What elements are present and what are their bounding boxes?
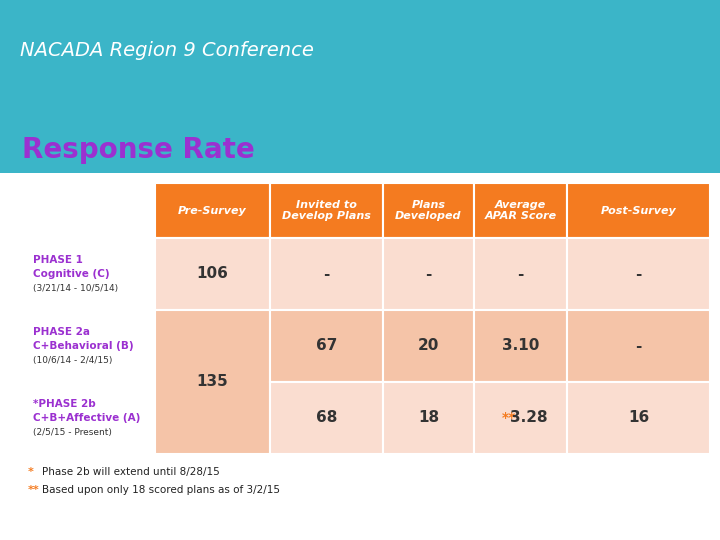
Text: 67: 67 — [316, 339, 337, 354]
Text: NACADA Region 9 Conference: NACADA Region 9 Conference — [20, 40, 314, 59]
Text: -: - — [426, 267, 432, 281]
Text: -: - — [635, 339, 642, 354]
Text: PHASE 1: PHASE 1 — [33, 255, 83, 265]
Text: 106: 106 — [197, 267, 228, 281]
Bar — [474, 382, 567, 454]
Text: 3.28: 3.28 — [510, 410, 547, 426]
Bar — [155, 310, 270, 454]
Text: 135: 135 — [197, 375, 228, 389]
Text: -: - — [323, 267, 330, 281]
Text: Invited to
Develop Plans: Invited to Develop Plans — [282, 200, 371, 221]
Text: *: * — [28, 467, 34, 477]
Bar — [155, 238, 270, 310]
Polygon shape — [0, 280, 720, 540]
Text: Average
APAR Score: Average APAR Score — [485, 200, 557, 221]
Text: 16: 16 — [628, 410, 649, 426]
Bar — [474, 183, 567, 238]
Bar — [474, 238, 567, 310]
Bar — [155, 183, 270, 238]
Text: C+B+Affective (A): C+B+Affective (A) — [33, 413, 140, 423]
Text: -: - — [517, 267, 523, 281]
Text: Cognitive (C): Cognitive (C) — [33, 269, 109, 279]
Text: Phase 2b will extend until 8/28/15: Phase 2b will extend until 8/28/15 — [42, 467, 220, 477]
Text: **: ** — [501, 411, 516, 425]
Bar — [270, 382, 383, 454]
Text: 68: 68 — [316, 410, 337, 426]
Bar — [567, 382, 710, 454]
Text: (2/5/15 - Present): (2/5/15 - Present) — [33, 428, 112, 436]
Bar — [270, 310, 383, 382]
Bar — [383, 382, 474, 454]
Bar — [567, 183, 710, 238]
Bar — [270, 238, 383, 310]
Text: 18: 18 — [418, 410, 439, 426]
Text: Based upon only 18 scored plans as of 3/2/15: Based upon only 18 scored plans as of 3/… — [42, 485, 280, 495]
Text: **: ** — [28, 485, 40, 495]
Text: Response Rate: Response Rate — [22, 136, 255, 164]
Bar — [0, 0, 720, 173]
Bar — [474, 310, 567, 382]
Bar — [383, 238, 474, 310]
Text: PHASE 2a: PHASE 2a — [33, 327, 90, 337]
Bar — [567, 238, 710, 310]
Text: Post-Survey: Post-Survey — [600, 206, 676, 215]
Text: -: - — [635, 267, 642, 281]
Bar — [383, 183, 474, 238]
Text: 20: 20 — [418, 339, 439, 354]
Bar — [270, 183, 383, 238]
Text: Pre-Survey: Pre-Survey — [178, 206, 247, 215]
Text: Plans
Developed: Plans Developed — [395, 200, 462, 221]
Text: C+Behavioral (B): C+Behavioral (B) — [33, 341, 134, 351]
Text: *PHASE 2b: *PHASE 2b — [33, 399, 96, 409]
Text: (10/6/14 - 2/4/15): (10/6/14 - 2/4/15) — [33, 355, 112, 364]
Text: (3/21/14 - 10/5/14): (3/21/14 - 10/5/14) — [33, 284, 118, 293]
Bar — [383, 310, 474, 382]
Bar — [567, 310, 710, 382]
Text: 3.10: 3.10 — [502, 339, 539, 354]
